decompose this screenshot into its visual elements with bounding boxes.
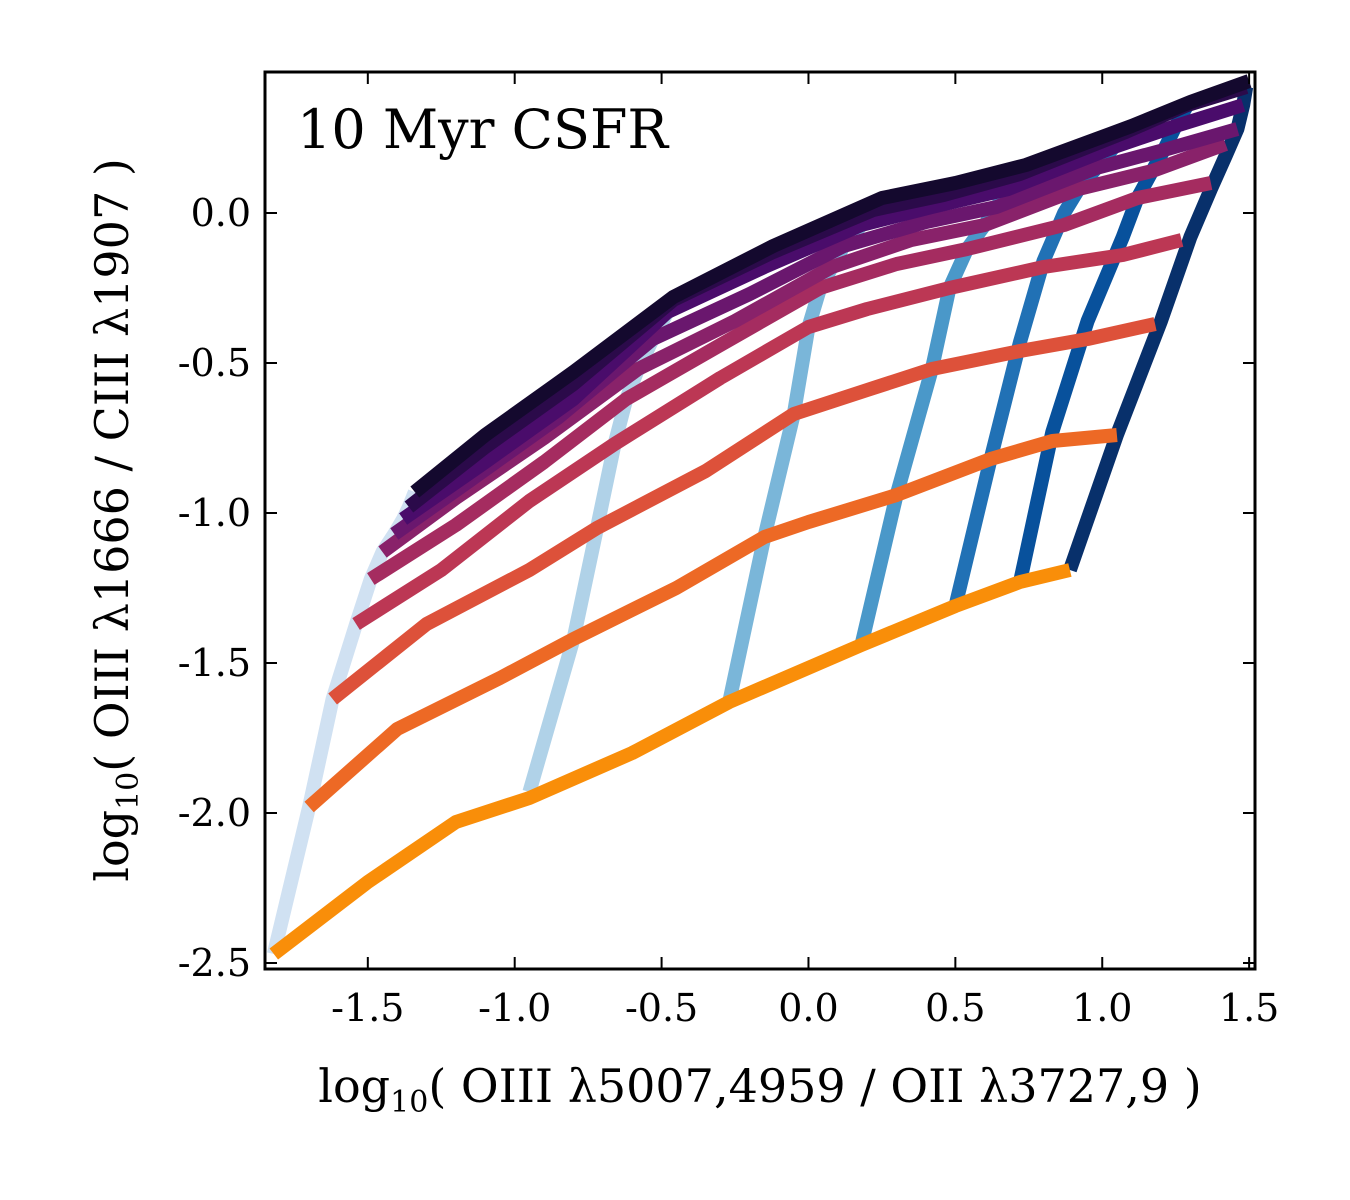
series-line-8 bbox=[399, 98, 1246, 525]
y-axis-label-sub: 10 bbox=[111, 772, 146, 810]
y-tick-label: -1.0 bbox=[178, 491, 251, 535]
ticks-group: -1.5 -1.0 -0.5 0.0 0.5 1.0 1.5 0.0 -0.5 -1.0 -1.5 -… bbox=[178, 72, 1279, 1030]
series-line-4 bbox=[352, 233, 1184, 630]
x-tick-label: -1.5 bbox=[331, 986, 404, 1030]
series-line-3 bbox=[328, 317, 1157, 705]
series-line-5 bbox=[367, 176, 1213, 585]
x-tick-label: 1.0 bbox=[1072, 986, 1132, 1030]
orange-series-group bbox=[269, 74, 1252, 960]
x-axis-label: log10( OIII λ5007,4959 / OII λ3727,9 ) bbox=[318, 1059, 1201, 1120]
x-tick-label: -1.0 bbox=[478, 986, 551, 1030]
series-line-6 bbox=[378, 137, 1229, 558]
y-axis-label: log10( OIII λ1666 / CIII λ1907 ) bbox=[85, 158, 146, 882]
y-tick-label: -2.5 bbox=[178, 941, 251, 985]
x-tick-label: 0.5 bbox=[925, 986, 985, 1030]
x-axis-label-sub: 10 bbox=[390, 1085, 428, 1120]
series-line-1 bbox=[269, 563, 1072, 960]
annotation: 10 Myr CSFR bbox=[297, 98, 669, 161]
y-tick-label: 0.0 bbox=[191, 191, 251, 235]
series-line-2 bbox=[304, 428, 1118, 813]
x-tick-label: -0.5 bbox=[625, 986, 698, 1030]
plot-frame bbox=[263, 70, 1257, 971]
series-line-10 bbox=[410, 74, 1252, 498]
y-tick-label: -2.0 bbox=[178, 791, 251, 835]
y-tick-label: -1.5 bbox=[178, 641, 251, 685]
y-tick-label: -0.5 bbox=[178, 341, 251, 385]
plot-area bbox=[266, 74, 1254, 960]
x-tick-label: 0.0 bbox=[778, 986, 838, 1030]
x-tick-label: 1.5 bbox=[1219, 986, 1279, 1030]
